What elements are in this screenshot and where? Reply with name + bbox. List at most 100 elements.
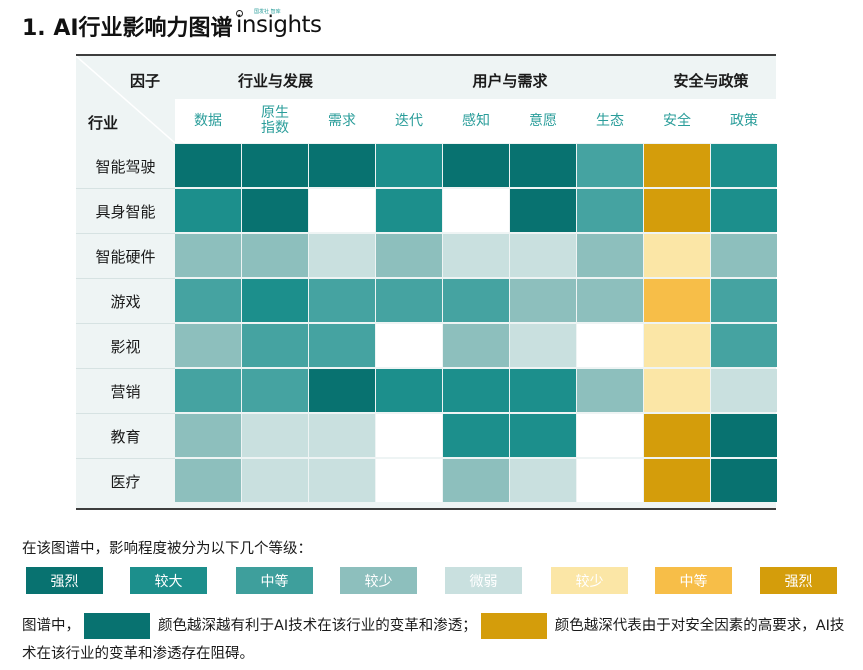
row-label-4: 影视 (110, 337, 141, 356)
heatmap-cell (242, 324, 308, 367)
note-prefix: 图谱中， (22, 618, 80, 634)
heatmap-cell (376, 369, 442, 412)
logo-word: insights (236, 12, 322, 38)
row-separator (76, 233, 175, 234)
heatmap-cell (175, 279, 241, 322)
heatmap-cell (510, 189, 576, 232)
column-header-1: 原生 指数 (261, 105, 289, 136)
heatmap-cell (242, 459, 308, 502)
note-gold-text: 颜色越深代表由于对安全因素的高要求，AI技术在该行业的变革和渗透存在阻碍。 (22, 618, 845, 662)
page-title: 1. AI行业影响力图谱 (22, 16, 233, 41)
heatmap-cell (309, 234, 375, 277)
heatmap-cell (644, 414, 710, 457)
heatmap-cell (443, 189, 509, 232)
column-header-3: 迭代 (395, 112, 423, 129)
heatmap-cell (644, 459, 710, 502)
heatmap-cell (711, 414, 777, 457)
heatmap-cell (376, 414, 442, 457)
heatmap-cell (443, 459, 509, 502)
heatmap-cell (644, 279, 710, 322)
row-separator (76, 188, 175, 189)
heatmap-cell (510, 324, 576, 367)
row-separator (76, 278, 175, 279)
heatmap-cell (711, 279, 777, 322)
corner-industry-label: 行业 (88, 114, 119, 132)
heatmap-cell (577, 324, 643, 367)
row-label-5: 营销 (110, 382, 141, 401)
subheader-band (175, 99, 776, 143)
heatmap-cell (510, 279, 576, 322)
impact-heatmap: 因子 行业 行业与发展 用户与需求 安全与政策 数据 原生 指数 需求 迭代 感知 意愿 生态 安全… (76, 54, 777, 510)
heatmap-cell (644, 234, 710, 277)
heatmap-cell (309, 324, 375, 367)
heatmap-cell (309, 369, 375, 412)
heatmap-cell (175, 234, 241, 277)
heatmap-cell (242, 144, 308, 187)
heatmap-cell (577, 189, 643, 232)
heatmap-cell (577, 144, 643, 187)
heatmap-cell (577, 369, 643, 412)
heatmap-cell (443, 369, 509, 412)
heatmap-cell (577, 459, 643, 502)
column-header-4: 感知 (462, 112, 490, 129)
row-label-0: 智能驾驶 (95, 157, 156, 176)
legend-item-1: 较大 (130, 567, 207, 594)
legend-item-0: 强烈 (26, 567, 103, 594)
legend-item-7: 强烈 (760, 567, 837, 594)
row-label-2: 智能硬件 (95, 247, 156, 266)
heatmap-cell (443, 279, 509, 322)
heatmap-cell (309, 414, 375, 457)
heatmap-cell (711, 234, 777, 277)
heatmap-cell (175, 369, 241, 412)
heatmap-cell (376, 279, 442, 322)
legend-item-4: 微弱 (445, 567, 522, 594)
heatmap-cell (443, 414, 509, 457)
heatmap-cell (309, 459, 375, 502)
corner-diagonal (76, 56, 175, 143)
heatmap-cell (711, 144, 777, 187)
column-header-7: 安全 (663, 112, 691, 129)
row-label-1: 具身智能 (95, 202, 156, 221)
heatmap-cell (644, 369, 710, 412)
row-label-7: 医疗 (110, 472, 141, 491)
group-header-0: 行业与发展 (237, 72, 313, 90)
heatmap-cell (577, 234, 643, 277)
heatmap-cell (376, 324, 442, 367)
heatmap-cell (309, 279, 375, 322)
heatmap-cell (376, 189, 442, 232)
row-separator (76, 458, 175, 459)
group-header-1: 用户与需求 (472, 72, 548, 90)
note-teal-swatch (84, 613, 150, 639)
note-teal-text: 颜色越深越有利于AI技术在该行业的变革和渗透； (158, 618, 477, 634)
row-separator (76, 368, 175, 369)
heatmap-cell (510, 144, 576, 187)
group-header-2: 安全与政策 (673, 72, 749, 90)
note-gold-swatch (480, 613, 547, 639)
heatmap-cell (376, 144, 442, 187)
heatmap-cell (242, 369, 308, 412)
heatmap-cell (443, 234, 509, 277)
column-header-0: 数据 (194, 112, 222, 129)
column-header-2: 需求 (328, 112, 356, 129)
heatmap-cell (510, 234, 576, 277)
heatmap-cell (711, 324, 777, 367)
heatmap-cell (711, 189, 777, 232)
legend-item-3: 较少 (340, 567, 417, 594)
column-header-5: 意愿 (529, 112, 557, 129)
heatmap-cell (711, 459, 777, 502)
heatmap-cell (175, 324, 241, 367)
heatmap-cell (510, 414, 576, 457)
heatmap-cell (644, 189, 710, 232)
heatmap-cell (175, 459, 241, 502)
logo-dot-icon (236, 10, 243, 17)
column-header-6: 生态 (596, 112, 624, 129)
heatmap-cell (175, 414, 241, 457)
row-label-3: 游戏 (110, 292, 141, 311)
row-label-6: 教育 (110, 427, 141, 446)
heatmap-cell (443, 324, 509, 367)
legend-item-6: 中等 (655, 567, 732, 594)
column-header-8: 政策 (730, 112, 758, 129)
heatmap-cell (242, 414, 308, 457)
heatmap-cell (376, 234, 442, 277)
heatmap-cell (242, 279, 308, 322)
